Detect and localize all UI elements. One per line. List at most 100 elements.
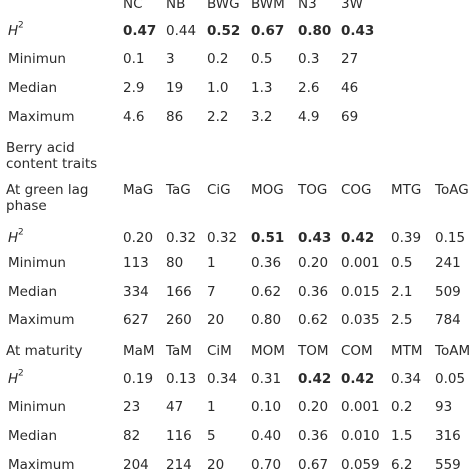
cell: 316 (435, 428, 461, 444)
cell: 20 (207, 457, 224, 473)
cell: 0.1 (123, 51, 144, 67)
cell: 0.001 (341, 255, 380, 271)
cell: 0.40 (251, 428, 281, 444)
column-header: COM (341, 343, 373, 359)
cell: 0.39 (391, 230, 421, 246)
cell: 0.20 (123, 230, 153, 246)
cell: 214 (166, 457, 192, 473)
cell: 82 (123, 428, 140, 444)
section-label: At green lag (6, 182, 88, 198)
cell: 1.0 (207, 80, 228, 96)
cell: 1.5 (391, 428, 412, 444)
cell: 0.32 (207, 230, 237, 246)
cell: 113 (123, 255, 149, 271)
cell: 0.010 (341, 428, 380, 444)
column-header: TaM (165, 343, 192, 359)
cell: 0.70 (251, 457, 281, 473)
cell: 0.36 (251, 255, 281, 271)
cell: 1.3 (251, 80, 272, 96)
cell: 2.2 (207, 109, 228, 125)
column-header: CiG (207, 182, 231, 198)
cell: 0.2 (391, 399, 412, 415)
column-header: COG (341, 182, 372, 198)
column-header: MaG (123, 182, 153, 198)
row-label-sup: 2 (18, 21, 24, 31)
cell: 0.13 (166, 371, 196, 387)
cell: 509 (435, 284, 461, 300)
cell: 20 (207, 312, 224, 328)
column-header: ToAG (434, 182, 469, 198)
cell: 784 (435, 312, 461, 328)
cell: 0.3 (298, 51, 319, 67)
cell: 0.43 (298, 230, 331, 246)
cell: 334 (123, 284, 149, 300)
cell: 47 (166, 399, 183, 415)
cell: 0.52 (207, 23, 240, 39)
cell: 0.34 (207, 371, 237, 387)
section-label: At maturity (6, 343, 82, 359)
column-header: MOG (251, 182, 284, 198)
column-header: TOM (297, 343, 329, 359)
cell: 0.47 (123, 23, 156, 39)
cell: 0.36 (298, 284, 328, 300)
column-header: NB (166, 0, 185, 12)
cell: 3.2 (251, 109, 272, 125)
cell: 0.62 (298, 312, 328, 328)
cell: 0.62 (251, 284, 281, 300)
cell: 0.42 (341, 371, 374, 387)
section-label: phase (6, 198, 47, 214)
column-header: NC (123, 0, 143, 12)
column-header: MOM (251, 343, 285, 359)
cell: 627 (123, 312, 149, 328)
cell: 0.035 (341, 312, 380, 328)
column-header: MTG (391, 182, 421, 198)
column-header: BWM (251, 0, 285, 12)
cell: 5 (207, 428, 216, 444)
column-header: CiM (207, 343, 232, 359)
column-header: ToAM (434, 343, 470, 359)
cell: 2.5 (391, 312, 412, 328)
cell: 559 (435, 457, 461, 473)
cell: 0.5 (251, 51, 272, 67)
row-label-sup: 2 (18, 228, 24, 238)
cell: 116 (166, 428, 192, 444)
cell: 0.36 (298, 428, 328, 444)
row-label: Maximum (8, 109, 75, 125)
column-header: MaM (123, 343, 155, 359)
cell: 2.9 (123, 80, 144, 96)
row-label: H (8, 230, 18, 246)
cell: 0.2 (207, 51, 228, 67)
cell: 27 (341, 51, 358, 67)
cell: 0.67 (298, 457, 328, 473)
cell: 0.31 (251, 371, 281, 387)
cell: 0.34 (391, 371, 421, 387)
cell: 0.5 (391, 255, 412, 271)
row-label: Minimun (8, 399, 66, 415)
cell: 0.05 (435, 371, 465, 387)
cell: 0.15 (435, 230, 465, 246)
column-header: MTM (391, 343, 423, 359)
cell: 0.10 (251, 399, 281, 415)
row-label: H (8, 23, 18, 39)
column-header: 3W (341, 0, 363, 12)
cell: 0.43 (341, 23, 374, 39)
cell: 0.67 (251, 23, 284, 39)
cell: 0.059 (341, 457, 380, 473)
cell: 0.32 (166, 230, 196, 246)
section-title: content traits (6, 156, 97, 172)
row-label: Maximum (8, 457, 75, 473)
cell: 80 (166, 255, 183, 271)
cell: 0.80 (251, 312, 281, 328)
cell: 0.42 (298, 371, 331, 387)
cell: 241 (435, 255, 461, 271)
row-label-sup: 2 (18, 369, 24, 379)
column-header: BWG (207, 0, 240, 12)
column-header: TOG (297, 182, 327, 198)
cell: 19 (166, 80, 183, 96)
cell: 0.20 (298, 255, 328, 271)
row-label: Minimun (8, 51, 66, 67)
row-label: H (8, 371, 18, 387)
cell: 0.80 (298, 23, 331, 39)
cell: 4.6 (123, 109, 144, 125)
